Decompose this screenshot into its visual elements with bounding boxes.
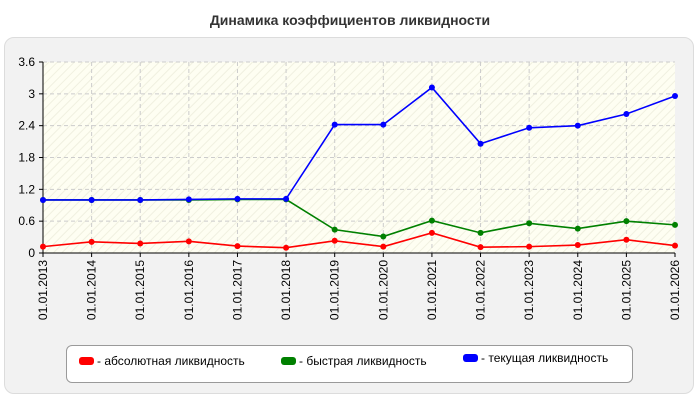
data-point-1-7 (380, 233, 387, 240)
legend-label: - быстрая ликвидность (299, 354, 427, 368)
series-line-2 (43, 86, 676, 201)
data-point-0-6 (331, 237, 338, 244)
data-point-0-0 (40, 243, 46, 250)
data-point-2-5 (283, 195, 290, 202)
data-point-2-3 (185, 196, 192, 203)
x-tick-label: 01.01.2024 (571, 260, 585, 320)
data-point-2-7 (380, 121, 387, 128)
x-tick-label: 01.01.2015 (133, 260, 147, 320)
x-tick-label: 01.01.2013 (36, 260, 50, 320)
data-point-1-11 (574, 225, 581, 232)
data-point-1-9 (477, 229, 484, 236)
data-point-2-6 (331, 121, 338, 128)
y-tick-label: 0.6 (18, 214, 35, 228)
chart-title: Динамика коэффициентов ликвидности (209, 12, 491, 28)
data-point-0-9 (477, 244, 484, 251)
data-point-2-8 (428, 84, 435, 91)
data-point-2-2 (137, 196, 144, 203)
series-line-0 (42, 232, 676, 249)
data-point-0-4 (234, 243, 241, 250)
legend-swatch (463, 354, 478, 362)
data-point-0-2 (137, 240, 144, 247)
x-tick-label: 01.01.2018 (279, 260, 293, 320)
y-tick-label: 0 (28, 246, 35, 260)
legend-label: - абсолютная ликвидность (97, 354, 245, 368)
data-point-1-10 (526, 220, 533, 227)
legend-swatch (281, 357, 296, 365)
x-tick-label: 01.01.2021 (425, 260, 439, 320)
data-point-1-12 (623, 218, 630, 225)
x-tick-label: 01.01.2026 (668, 260, 682, 320)
x-tick-label: 01.01.2016 (182, 260, 196, 320)
legend-item-1: - быстрая ликвидность (281, 354, 427, 368)
data-point-0-11 (574, 242, 581, 249)
x-tick-label: 01.01.2020 (376, 260, 390, 320)
data-point-2-1 (88, 196, 95, 203)
data-point-1-6 (331, 226, 338, 233)
x-tick-label: 01.01.2022 (474, 260, 488, 320)
data-point-0-7 (380, 243, 387, 250)
data-point-0-10 (526, 243, 533, 250)
x-tick-label: 01.01.2025 (619, 260, 633, 320)
data-point-2-4 (234, 195, 241, 202)
legend-label: - текущая ликвидность (481, 351, 609, 365)
y-tick-label: 2.4 (18, 119, 35, 133)
data-point-1-13 (672, 221, 678, 228)
y-tick-label: 1.2 (18, 182, 35, 196)
data-point-2-13 (672, 92, 678, 99)
x-tick-label: 01.01.2014 (85, 260, 99, 320)
data-point-2-12 (623, 110, 630, 117)
x-tick-label: 01.01.2023 (522, 260, 536, 320)
y-tick-label: 3 (28, 87, 35, 101)
x-tick-label: 01.01.2017 (230, 260, 244, 320)
data-point-0-5 (283, 244, 290, 251)
data-point-2-10 (526, 124, 533, 131)
legend-item-2: - текущая ликвидность (463, 351, 608, 365)
x-tick-label: 01.01.2019 (328, 260, 342, 320)
data-point-0-1 (88, 238, 95, 245)
legend: - абсолютная ликвидность - быстрая ликвид… (66, 345, 633, 383)
y-tick-label: 1.8 (18, 151, 35, 165)
data-point-1-8 (428, 217, 435, 224)
data-point-0-12 (623, 236, 630, 243)
data-point-2-0 (40, 196, 46, 203)
data-point-2-9 (477, 140, 484, 147)
legend-item-0: - абсолютная ликвидность (79, 354, 245, 368)
y-tick-label: 3.6 (18, 55, 35, 69)
legend-swatch (79, 357, 94, 365)
data-point-2-11 (574, 122, 581, 129)
data-point-0-13 (672, 242, 678, 249)
data-point-0-3 (185, 238, 192, 245)
data-point-0-8 (428, 229, 435, 236)
